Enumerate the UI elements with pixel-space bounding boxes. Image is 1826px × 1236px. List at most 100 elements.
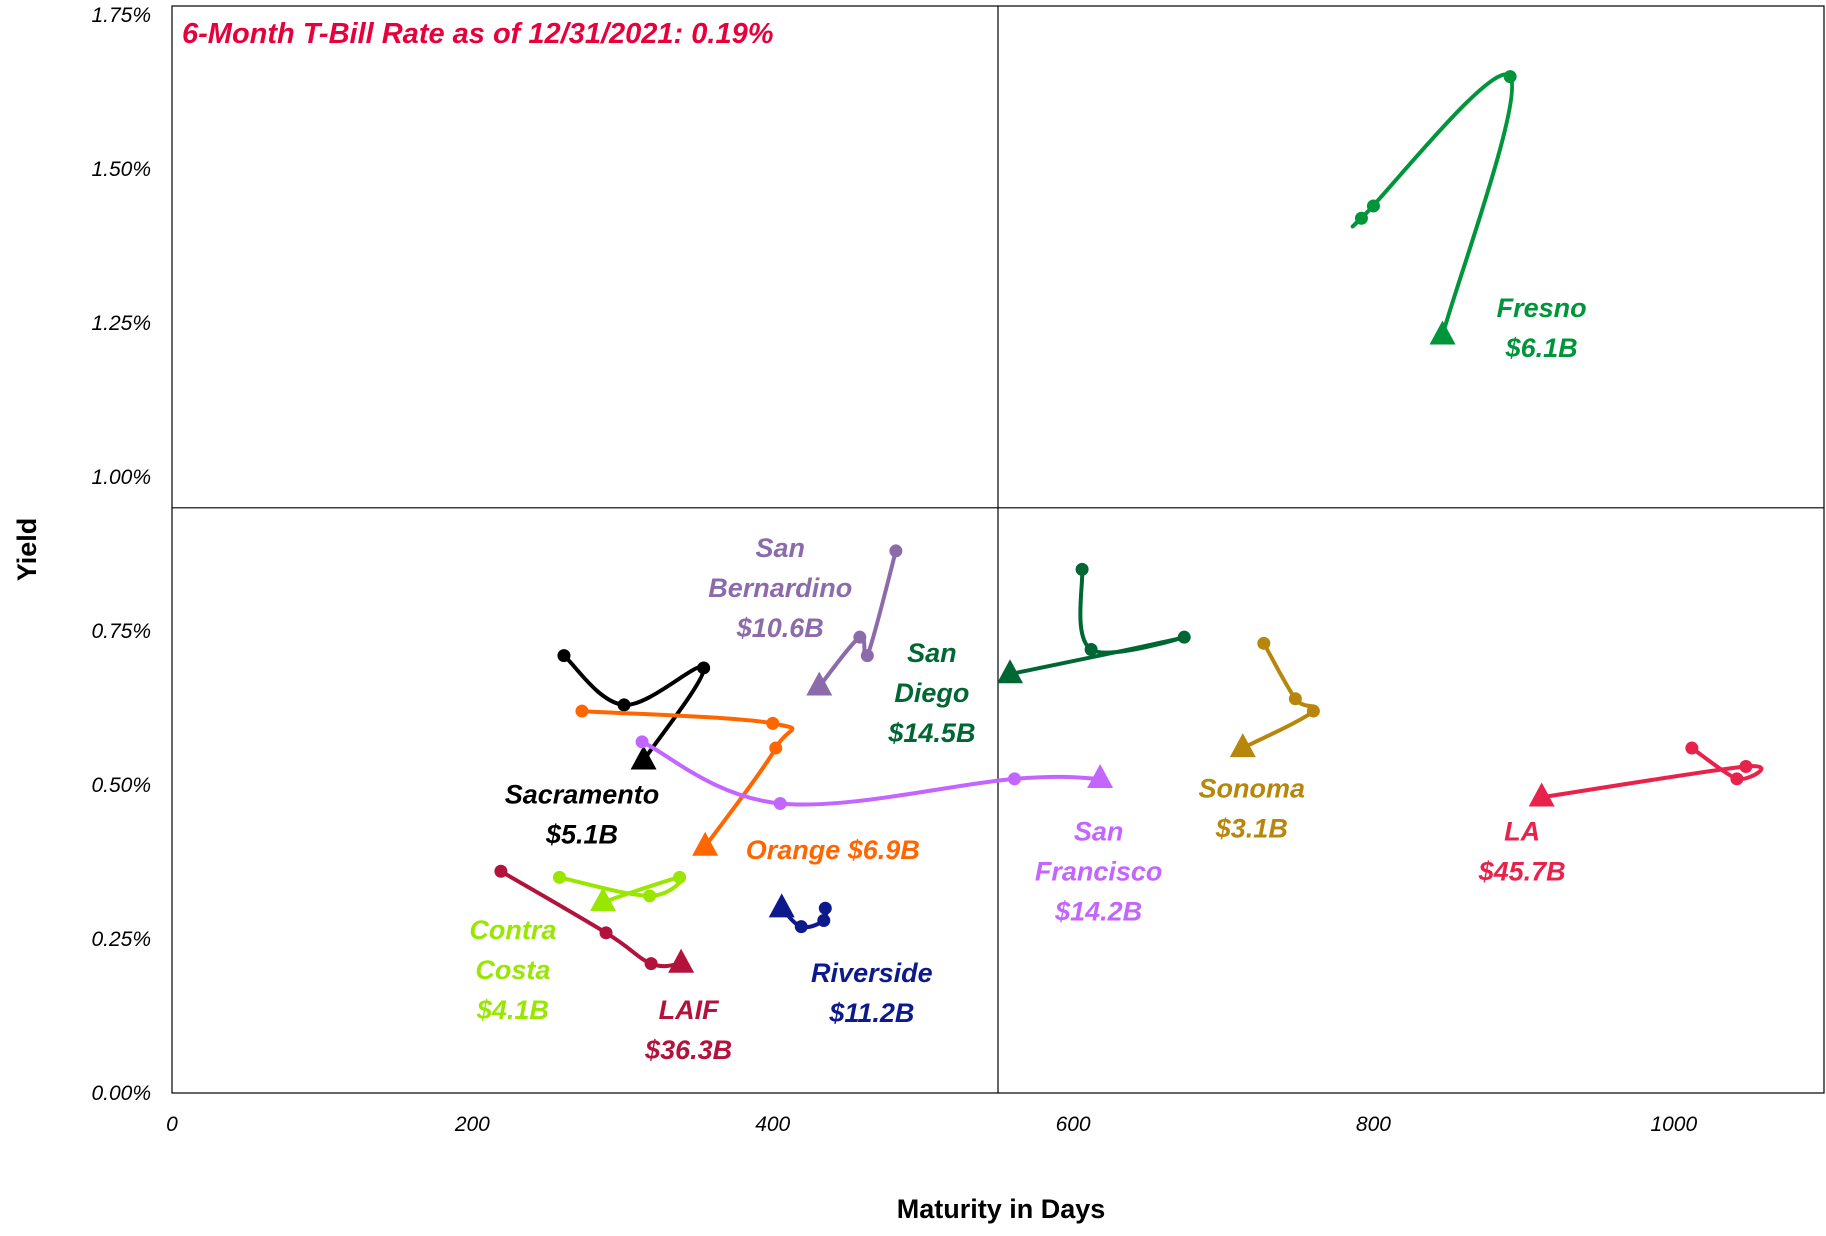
y-tick-label: 0.00%	[91, 1082, 151, 1105]
data-point	[673, 870, 687, 884]
data-point	[1075, 562, 1089, 576]
series-line-laif	[498, 869, 684, 969]
series-label-sacramento: $5.1B	[545, 819, 618, 849]
series-laif: LAIF $36.3B	[494, 864, 732, 1065]
data-point	[794, 920, 808, 934]
data-point	[599, 926, 613, 940]
data-point	[1739, 760, 1753, 774]
series-label-laif: LAIF	[659, 995, 720, 1025]
series-label-la: $45.7B	[1478, 856, 1566, 886]
series-label-riverside: $11.2B	[828, 998, 914, 1028]
data-point	[1084, 642, 1098, 656]
data-point	[643, 889, 657, 903]
data-point	[1177, 630, 1191, 644]
current-point-marker	[668, 948, 695, 973]
series-riverside: Riverside $11.2B	[768, 893, 933, 1028]
data-point	[769, 741, 783, 755]
y-tick-label: 1.25%	[91, 312, 151, 335]
data-point	[1354, 211, 1368, 225]
series-line-sacramento	[561, 653, 706, 763]
data-point	[552, 870, 566, 884]
data-point	[644, 957, 658, 971]
series-san-diego: San Diego $14.5B	[887, 562, 1191, 748]
data-point	[818, 901, 832, 915]
x-tick-label: 0	[166, 1113, 178, 1136]
data-point	[1730, 772, 1744, 786]
series-label-la: LA	[1504, 816, 1540, 846]
data-point	[853, 630, 867, 644]
series-layer: Fresno $6.1B San Bernardino $10.6B San Diego $1…	[469, 70, 1764, 1065]
y-axis: 0.00% 0.25% 0.50% 0.75% 1.00% 1.25% 1.50% 1.75%	[91, 4, 151, 1105]
series-line-san-diego	[1008, 567, 1188, 677]
series-la: LA $45.7B	[1478, 741, 1764, 886]
series-label-san-bernardino: Bernardino	[708, 573, 852, 603]
y-axis-title: Yield	[12, 518, 42, 582]
data-point	[773, 796, 787, 810]
series-line-contra-costa	[557, 875, 684, 905]
series-label-san-diego: Diego	[894, 678, 969, 708]
series-san-bernardino: San Bernardino $10.6B	[708, 533, 903, 696]
y-tick-label: 1.00%	[91, 466, 151, 489]
current-point-marker	[1429, 320, 1456, 345]
data-point	[1288, 692, 1302, 706]
series-contra-costa: Contra Costa $4.1B	[469, 870, 687, 1025]
series-label-sonoma: $3.1B	[1215, 813, 1288, 843]
series-label-san-bernardino: San	[755, 533, 805, 563]
current-point-marker	[806, 671, 833, 696]
current-point-marker	[692, 831, 719, 856]
series-label-fresno: $6.1B	[1505, 333, 1578, 363]
y-tick-label: 0.25%	[91, 928, 151, 951]
data-point	[697, 661, 711, 675]
series-line-san-bernardino	[817, 548, 898, 689]
data-point	[766, 716, 780, 730]
series-label-contra-costa: Costa	[475, 955, 550, 985]
series-fresno: Fresno $6.1B	[1350, 70, 1587, 363]
current-point-marker	[1528, 782, 1555, 807]
series-label-sonoma: Sonoma	[1199, 773, 1306, 803]
data-point	[635, 735, 649, 749]
data-point	[494, 864, 508, 878]
data-point	[817, 914, 831, 928]
data-point	[1306, 704, 1320, 718]
current-point-marker	[1087, 763, 1114, 788]
data-point	[575, 704, 589, 718]
series-label-san-francisco: $14.2B	[1054, 896, 1142, 926]
series-label-san-bernardino: $10.6B	[736, 613, 824, 643]
series-label-san-diego: $14.5B	[887, 718, 975, 748]
series-label-contra-costa: $4.1B	[476, 995, 549, 1025]
y-tick-label: 0.75%	[91, 620, 151, 643]
data-point	[557, 649, 571, 663]
current-point-marker	[997, 659, 1024, 684]
series-label-fresno: Fresno	[1497, 293, 1587, 323]
data-point	[1257, 636, 1271, 650]
data-point	[1366, 199, 1380, 213]
data-point	[1685, 741, 1699, 755]
series-label-riverside: Riverside	[811, 958, 933, 988]
data-point	[617, 698, 631, 712]
series-label-san-francisco: Francisco	[1035, 856, 1163, 886]
series-sonoma: Sonoma $3.1B	[1199, 636, 1320, 843]
x-tick-label: 200	[454, 1113, 490, 1136]
data-point	[1008, 772, 1022, 786]
series-line-orange	[579, 709, 795, 849]
t-bill-rate-annotation: 6-Month T-Bill Rate as of 12/31/2021: 0.…	[182, 18, 773, 50]
current-point-marker	[768, 893, 795, 918]
x-tick-label: 400	[755, 1113, 790, 1136]
x-axis: 0 200 400 600 800 1000	[166, 1113, 1697, 1136]
y-tick-label: 1.50%	[91, 158, 151, 181]
series-line-fresno	[1350, 72, 1514, 338]
series-label-contra-costa: Contra	[469, 915, 556, 945]
series-orange: Orange $6.9B	[575, 704, 920, 865]
series-line-san-francisco	[640, 739, 1103, 807]
current-point-marker	[630, 745, 657, 770]
series-label-laif: $36.3B	[644, 1035, 732, 1065]
series-label-san-diego: San	[907, 638, 957, 668]
data-point	[860, 649, 874, 663]
current-point-marker	[590, 887, 617, 912]
x-tick-label: 800	[1356, 1113, 1391, 1136]
x-axis-title: Maturity in Days	[897, 1194, 1106, 1224]
y-tick-label: 1.75%	[91, 4, 151, 27]
series-line-la	[1539, 746, 1764, 800]
